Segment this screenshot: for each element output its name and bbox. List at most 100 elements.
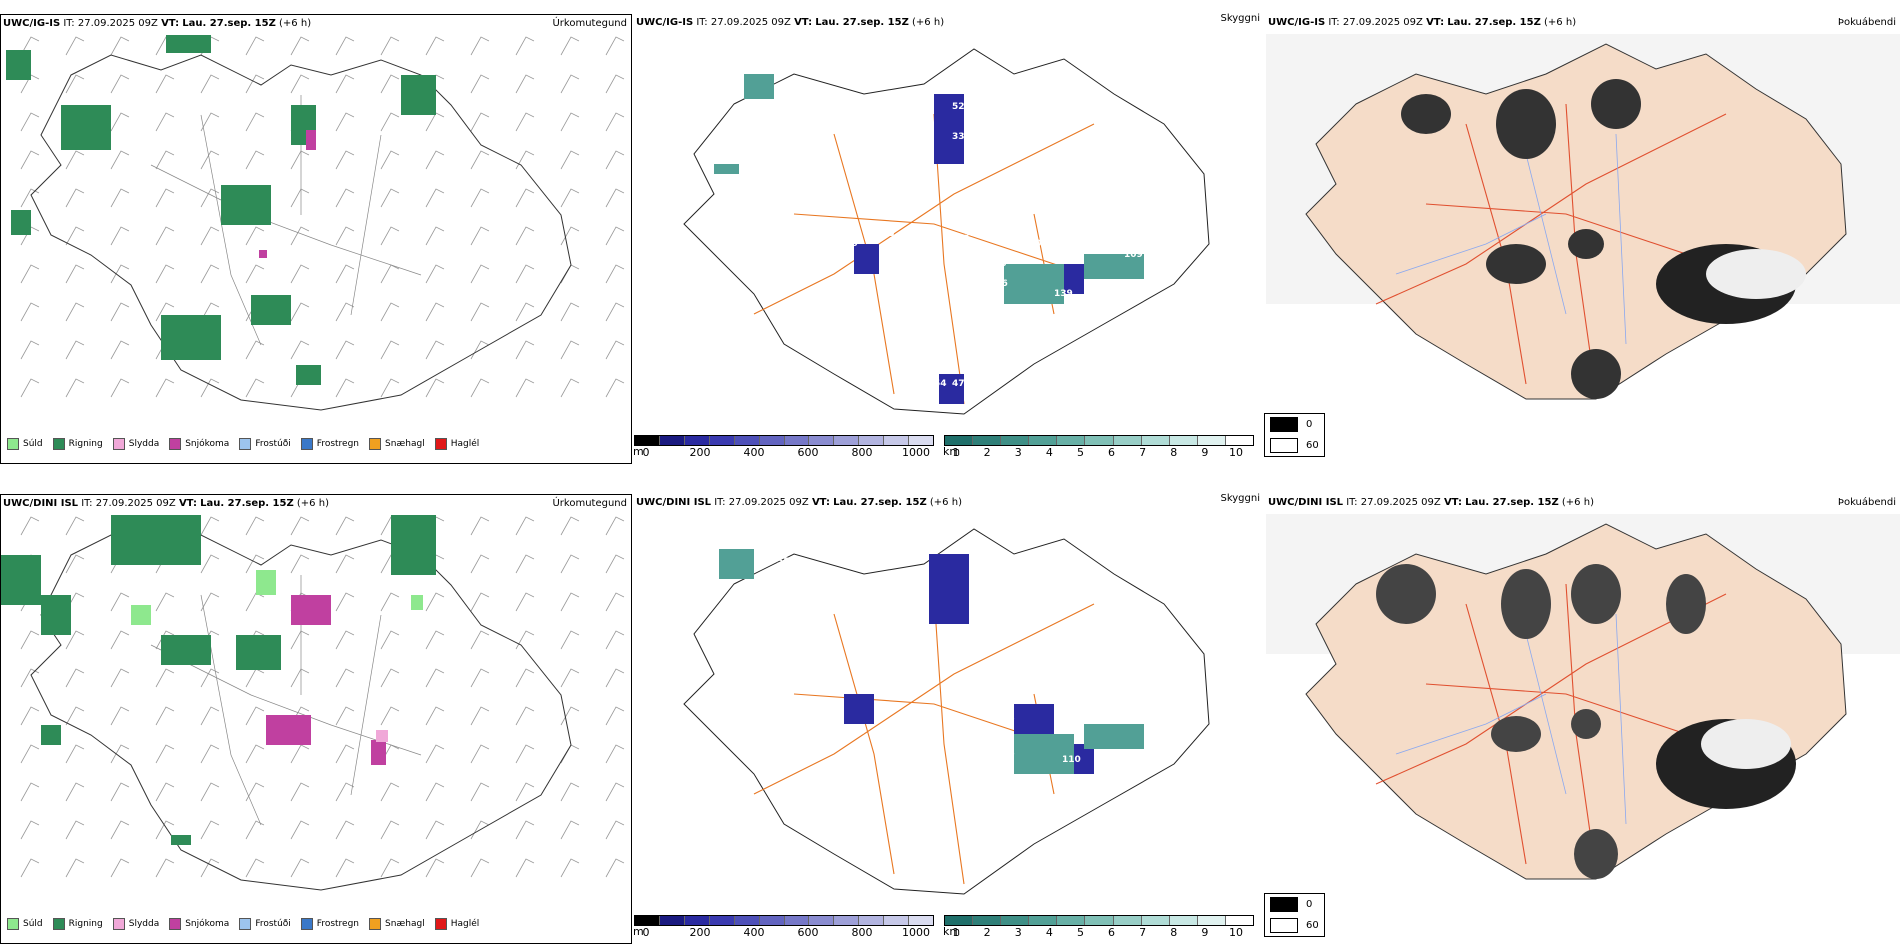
colorbar-segment — [734, 436, 760, 445]
wind-barb — [380, 340, 400, 360]
precip-type-map-top — [6, 35, 625, 411]
colorbar-tick-label: 8 — [1170, 926, 1178, 939]
wind-barb — [155, 706, 175, 726]
wind-barb — [425, 226, 445, 246]
wind-barb — [245, 150, 265, 170]
colorbar-tick-label: 7 — [1139, 446, 1147, 459]
colorbar-segment — [1113, 436, 1142, 445]
wind-barb — [560, 744, 580, 764]
wind-barb — [560, 630, 580, 650]
wind-barb — [290, 150, 310, 170]
colorbar-segment — [1029, 916, 1058, 925]
colorbar-segment — [909, 916, 934, 925]
wind-barb — [605, 150, 625, 170]
colorbar-tick-label: 9 — [1201, 926, 1209, 939]
visibility-value-label: 70 — [1029, 239, 1042, 249]
colorbar-segment — [734, 916, 760, 925]
panel-title: Úrkomutegund — [552, 498, 627, 509]
wind-barb — [110, 630, 130, 650]
wind-barb — [515, 858, 535, 878]
wind-barb — [605, 820, 625, 840]
legend-item: Haglél — [434, 438, 479, 450]
wind-barb — [470, 554, 490, 574]
wind-barb — [380, 226, 400, 246]
wind-barb — [290, 264, 310, 284]
wind-barb — [155, 630, 175, 650]
colorbar-segment — [884, 916, 910, 925]
wind-barb — [425, 264, 445, 284]
wind-barb — [245, 516, 265, 536]
wind-barb — [65, 668, 85, 688]
wind-barb — [200, 264, 220, 284]
precip-legend-top: Súld Rigning Slydda Snjókoma Frostúði Frostre… — [7, 438, 479, 450]
colorbar-segment — [1197, 916, 1226, 925]
height-unit: m — [633, 925, 644, 938]
fog-map-bottom — [1266, 514, 1900, 880]
colorbar-segment — [784, 916, 810, 925]
legend-item: Rigning — [52, 918, 103, 930]
visibility-panel-bottom: 55 13 59 57 47 113 147 70 155 97 110 106 63 30 93 UWC/… — [633, 493, 1264, 944]
precip-type-map-bottom — [1, 515, 625, 891]
colorbar-segment — [659, 916, 685, 925]
wind-barb — [605, 782, 625, 802]
wind-barb — [335, 226, 355, 246]
colorbar-segment — [809, 916, 835, 925]
wind-barb — [380, 74, 400, 94]
colorbar-tick-label: 400 — [743, 926, 765, 939]
wind-barb — [200, 592, 220, 612]
precip-legend-bottom: Súld Rigning Slydda Snjókoma Frostúði Frostre… — [7, 918, 479, 930]
wind-barb — [515, 744, 535, 764]
visibility-value-label: 206 — [989, 279, 1008, 289]
wind-barb — [515, 668, 535, 688]
panel-title: Úrkomutegund — [552, 18, 627, 29]
wind-barb — [515, 264, 535, 284]
wind-barb — [110, 112, 130, 132]
colorbar-segment — [1141, 436, 1170, 445]
wind-barb — [110, 782, 130, 802]
wind-barb — [560, 554, 580, 574]
colorbar-tick-label: 10 — [1229, 446, 1243, 459]
wind-barb — [605, 592, 625, 612]
wind-barb — [155, 150, 175, 170]
legend-swatch — [52, 438, 65, 450]
wind-barb — [425, 744, 445, 764]
wind-barb — [470, 188, 490, 208]
colorbar-tick-label: 4 — [1045, 926, 1053, 939]
wind-barb — [605, 302, 625, 322]
colorbar-segment — [945, 436, 974, 445]
wind-barb — [200, 744, 220, 764]
wind-barb — [605, 188, 625, 208]
legend-item: Frostregn — [300, 918, 359, 930]
wind-barb — [335, 706, 355, 726]
wind-barb — [155, 74, 175, 94]
height-colorbar-bottom: 0 200 400 600 800 1000 m — [633, 915, 934, 940]
wind-barb — [470, 36, 490, 56]
colorbar-tick-label: 0 — [642, 926, 650, 939]
wind-barb — [20, 36, 40, 56]
colorbar-segment — [1197, 436, 1226, 445]
wind-barb — [560, 74, 580, 94]
legend-swatch — [112, 438, 125, 450]
wind-barb — [290, 820, 310, 840]
wind-barb — [425, 630, 445, 650]
visibility-value-label: 31 — [994, 217, 1007, 227]
colorbar-segment — [859, 916, 885, 925]
legend-swatch — [7, 438, 19, 450]
wind-barb — [380, 150, 400, 170]
wind-barb — [470, 706, 490, 726]
wind-barb — [245, 744, 265, 764]
wind-barb — [200, 74, 220, 94]
colorbar-segment — [1029, 436, 1058, 445]
wind-barb — [200, 554, 220, 574]
colorbar-segment — [834, 436, 860, 445]
wind-barb — [290, 668, 310, 688]
visibility-value-label: 63 — [924, 252, 937, 262]
wind-barb — [605, 744, 625, 764]
colorbar-tick-label: 4 — [1045, 446, 1053, 459]
wind-barb — [20, 340, 40, 360]
colorbar-segment — [709, 916, 735, 925]
wind-barb — [515, 554, 535, 574]
fog-panel-top: UWC/IG-IS IT: 27.09.2025 09Z VT: Lau. 27… — [1264, 14, 1900, 464]
wind-barb — [515, 150, 535, 170]
colorbar-tick-label: 1000 — [902, 926, 930, 939]
